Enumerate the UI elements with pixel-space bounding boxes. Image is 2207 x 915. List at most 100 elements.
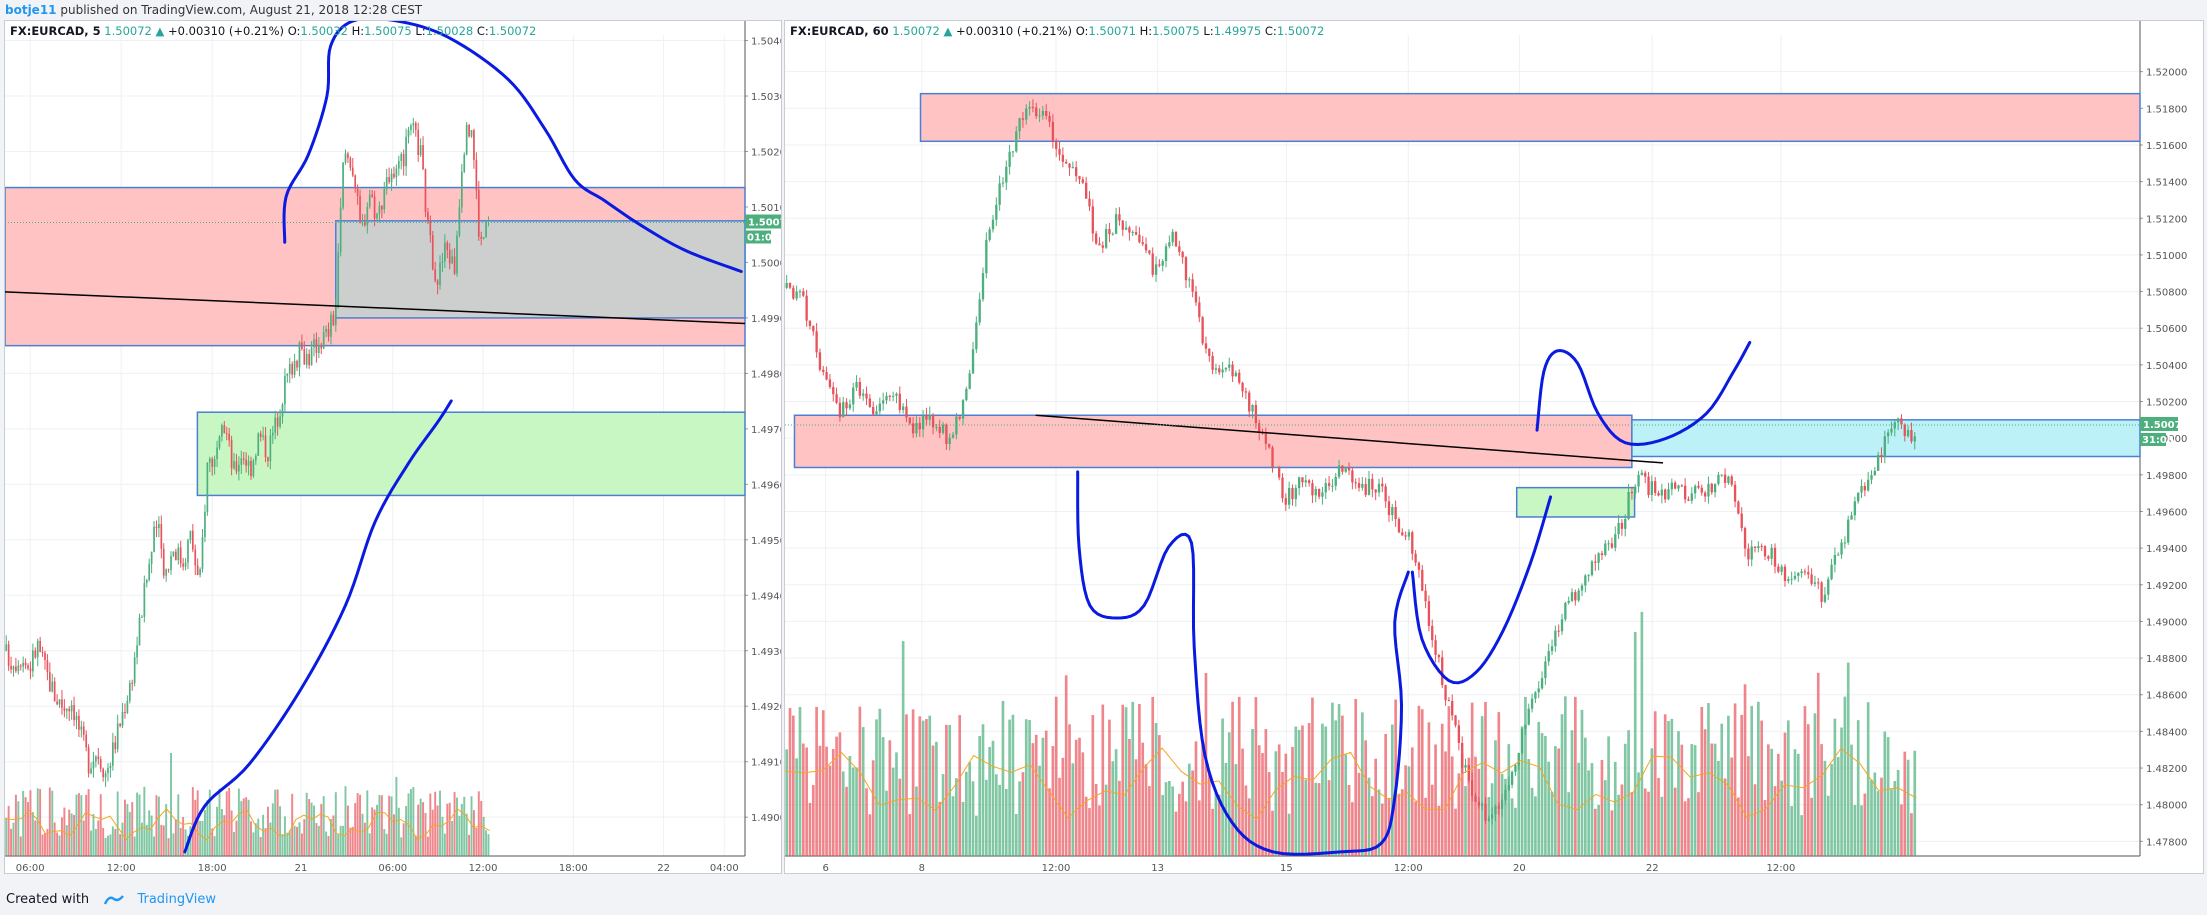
candle-body — [1870, 475, 1873, 480]
volume-bar — [1677, 731, 1680, 856]
candle-body — [1644, 472, 1647, 477]
volume-bar — [409, 789, 412, 856]
candle-body — [1111, 233, 1114, 235]
candle-body — [1780, 566, 1783, 572]
volume-bar — [1101, 704, 1105, 856]
tradingview-link[interactable]: TradingView — [137, 892, 216, 907]
candle-body — [1850, 515, 1853, 520]
volume-bar — [818, 745, 822, 856]
candle-body — [1214, 368, 1218, 370]
volume-bar — [1477, 768, 1481, 856]
volume-bar — [955, 778, 958, 856]
volume-bar — [1534, 796, 1537, 856]
chart-panel-5m[interactable]: FX:EURCAD, 5 1.50072 ▲ +0.00310 (+0.21%)… — [4, 20, 782, 874]
candle-body — [405, 136, 407, 167]
volume-bar — [51, 790, 54, 856]
candle-body — [381, 205, 383, 210]
volume-bar — [1364, 740, 1368, 856]
candle-body — [286, 373, 289, 376]
volume-bar — [1161, 794, 1165, 856]
candle-body — [252, 460, 255, 477]
candle-body — [95, 756, 97, 762]
candle-body — [1071, 167, 1075, 169]
volume-bar — [34, 820, 37, 856]
candle-body — [1411, 532, 1414, 554]
candle-body — [855, 381, 858, 388]
volume-bar — [1380, 803, 1384, 856]
volume-bar — [1187, 763, 1191, 856]
candle-body — [468, 124, 470, 137]
candle-body — [1084, 182, 1088, 199]
volume-bar — [1447, 706, 1451, 856]
candle-body — [1148, 250, 1151, 254]
candle-body — [1128, 227, 1131, 233]
candle-body — [1537, 688, 1540, 693]
candle-body — [473, 130, 475, 161]
candle-body — [995, 204, 998, 220]
volume-bar — [456, 797, 458, 856]
candle-body — [1817, 582, 1820, 584]
candle-body — [250, 460, 252, 477]
volume-bar — [460, 803, 463, 856]
volume-bar — [31, 812, 34, 856]
candle-body — [1797, 573, 1800, 576]
candle-body — [1258, 423, 1261, 433]
volume-bar — [951, 796, 955, 856]
candle-body — [371, 194, 374, 197]
candle-body — [1524, 724, 1527, 729]
candle-body — [1620, 522, 1624, 529]
volume-bar — [1910, 813, 1913, 856]
volume-bar — [1437, 805, 1441, 856]
candle-body — [1357, 483, 1361, 488]
candle-body — [1720, 474, 1723, 476]
volume-bar — [1753, 784, 1757, 856]
chart-panel-60m[interactable]: FX:EURCAD, 60 1.50072 ▲ +0.00310 (+0.21%… — [784, 20, 2204, 874]
candle-body — [1664, 489, 1667, 500]
candle-body — [158, 523, 160, 529]
volume-bar — [102, 827, 105, 856]
volume-bar — [371, 807, 374, 856]
chart-canvas-60m[interactable]: 1.52000 1.51800 1.51600 1.51400 1.51200 1.510… — [785, 21, 2203, 873]
y-tick-label: 1.50600 — [2146, 324, 2187, 335]
candle-body — [313, 339, 315, 348]
volume-bar — [915, 786, 918, 856]
volume-bar — [1261, 753, 1264, 856]
candle-body — [1886, 432, 1890, 437]
legend-l-label: L: — [415, 24, 426, 38]
candle-body — [1510, 771, 1514, 785]
candle-body — [162, 548, 165, 576]
volume-bar — [27, 802, 29, 856]
candle-body — [1271, 447, 1274, 468]
candle-body — [1341, 465, 1344, 472]
candle-body — [1727, 476, 1730, 483]
candle-body — [48, 672, 51, 692]
candle-body — [1750, 546, 1753, 560]
volume-bar — [1460, 752, 1464, 856]
candle-body — [1464, 765, 1467, 768]
y-tick-label: 1.49900 — [751, 314, 781, 325]
volume-bar — [1307, 722, 1311, 856]
volume-bar — [344, 786, 347, 856]
y-tick-label: 1.51400 — [2146, 178, 2187, 189]
volume-bar — [206, 800, 209, 856]
candle-body — [955, 416, 958, 435]
legend-c-label: C: — [476, 24, 489, 38]
countdown-tag — [745, 230, 771, 244]
candle-body — [470, 130, 473, 137]
candle-body — [1670, 482, 1674, 490]
chart-canvas-5m[interactable]: 1.50400 1.50300 1.50200 1.50100 1.50000 1.499… — [5, 21, 781, 873]
candle-body — [1098, 243, 1101, 246]
candle-body — [7, 644, 10, 666]
volume-bar — [1660, 796, 1664, 856]
candle-body — [245, 459, 247, 466]
volume-bar — [1131, 701, 1135, 856]
volume-bar — [148, 810, 151, 856]
candle-body — [1650, 481, 1654, 496]
candle-body — [87, 747, 90, 774]
volume-bar — [140, 822, 143, 856]
volume-bar — [39, 789, 42, 856]
volume-bar — [1091, 715, 1095, 856]
tradingview-logo-icon — [104, 894, 125, 905]
author-link[interactable]: botje11 — [5, 3, 57, 17]
volume-bar — [1324, 726, 1328, 856]
